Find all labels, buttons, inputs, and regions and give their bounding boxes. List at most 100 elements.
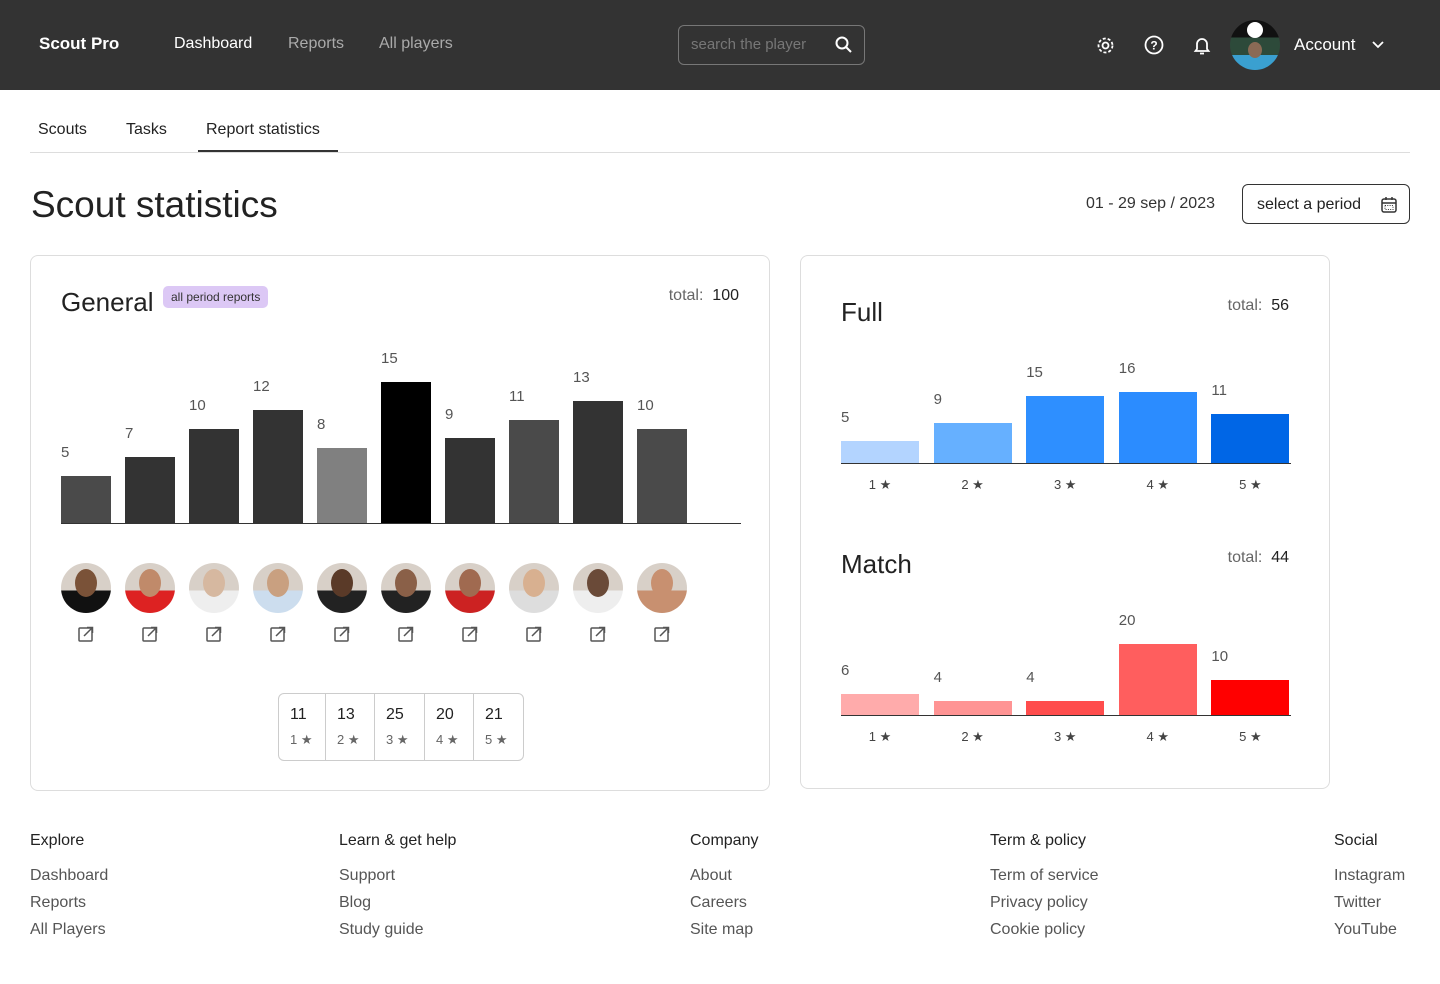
general-bar-label: 12 <box>253 378 270 396</box>
full-star-label: 1 ★ <box>868 477 892 492</box>
footer-link[interactable]: Reports <box>30 894 87 911</box>
footer-link[interactable]: All Players <box>30 921 106 938</box>
full-bar <box>933 422 1012 463</box>
general-bar-label: 15 <box>381 350 398 367</box>
tab-report-statistics[interactable]: Report statistics <box>206 121 320 138</box>
scout-avatar[interactable] <box>637 563 687 613</box>
footer-link[interactable]: YouTube <box>1334 921 1397 938</box>
gear-icon[interactable] <box>1096 36 1115 55</box>
summary-stars: 1 ★ <box>290 732 313 747</box>
select-period-label: select a period <box>1257 196 1362 213</box>
footer-link[interactable]: Site map <box>690 921 754 938</box>
general-bar <box>317 447 367 523</box>
external-link-icon[interactable] <box>526 626 542 642</box>
footer-link[interactable]: Cookie policy <box>990 921 1086 938</box>
search-icon[interactable] <box>835 36 853 54</box>
scout-avatar[interactable] <box>573 563 623 613</box>
summary-cell: 13 2 ★ <box>326 694 375 760</box>
footer-link[interactable]: Instagram <box>1334 867 1406 884</box>
top-bar: Scout Pro Dashboard Reports All players … <box>0 0 1440 90</box>
match-star-label: 2 ★ <box>961 729 984 744</box>
help-icon[interactable]: ? <box>1144 35 1164 55</box>
external-link-icon[interactable] <box>270 626 286 642</box>
avatar-face <box>331 569 353 597</box>
scout-avatar[interactable] <box>61 563 111 613</box>
general-bar <box>381 382 431 523</box>
scout-avatar[interactable] <box>445 563 495 613</box>
total-value: 100 <box>712 287 739 304</box>
bell-icon[interactable] <box>1193 35 1211 55</box>
external-link-icon[interactable] <box>590 626 606 642</box>
scout-avatar[interactable] <box>125 563 175 613</box>
summary-cell: 11 1 ★ <box>279 694 326 760</box>
page-title: Scout statistics <box>31 184 278 225</box>
account-avatar[interactable] <box>1230 20 1280 70</box>
footer-link[interactable]: Term of service <box>990 867 1099 884</box>
tab-scouts[interactable]: Scouts <box>38 121 87 138</box>
footer-column: Learn & get help Support Blog Study guide <box>339 832 456 948</box>
full-title: Full <box>841 297 883 327</box>
nav-reports[interactable]: Reports <box>288 35 345 52</box>
avatar-face <box>203 569 225 597</box>
scout-avatar[interactable] <box>509 563 559 613</box>
full-bar <box>841 440 919 463</box>
select-period-button[interactable]: select a period <box>1242 184 1410 224</box>
tab-tasks[interactable]: Tasks <box>126 121 167 138</box>
avatar-face <box>587 569 609 597</box>
calendar-icon <box>1381 197 1397 213</box>
general-bar <box>637 429 687 523</box>
general-bar-label: 8 <box>317 415 326 433</box>
external-link-icon[interactable] <box>334 626 350 642</box>
match-star-label: 5 ★ <box>1239 729 1262 744</box>
nav-all-players[interactable]: All players <box>379 35 453 52</box>
scout-avatar[interactable] <box>189 563 239 613</box>
summary-stars: 4 ★ <box>436 732 459 747</box>
general-total: total: 100 <box>669 287 739 305</box>
footer-column: Explore Dashboard Reports All Players <box>30 832 108 948</box>
footer-link[interactable]: Blog <box>339 894 372 911</box>
footer-heading: Term & policy <box>990 832 1087 849</box>
general-bar-label: 10 <box>189 397 206 414</box>
footer-link[interactable]: Privacy policy <box>990 894 1088 911</box>
all-period-badge: all period reports <box>163 286 269 308</box>
footer-link[interactable]: Study guide <box>339 921 424 938</box>
summary-count: 21 <box>485 706 503 723</box>
match-bar-label: 10 <box>1211 647 1229 665</box>
general-bar-label: 5 <box>61 444 70 461</box>
footer-link[interactable]: Support <box>339 867 396 884</box>
star-summary-table: 11 1 ★ 13 2 ★ 25 3 ★ 20 4 ★ 21 5 ★ <box>278 693 524 761</box>
logo[interactable]: Scout Pro <box>39 34 120 53</box>
external-link-icon[interactable] <box>398 626 414 642</box>
summary-cell: 25 3 ★ <box>375 694 425 760</box>
nav-dashboard[interactable]: Dashboard <box>174 35 253 52</box>
external-link-icon[interactable] <box>142 626 158 642</box>
external-link-icon[interactable] <box>654 626 670 642</box>
summary-stars: 3 ★ <box>386 732 409 747</box>
full-star-label: 3 ★ <box>1053 477 1077 492</box>
footer-link[interactable]: Twitter <box>1334 894 1382 911</box>
scout-avatar[interactable] <box>317 563 367 613</box>
date-range: 01 - 29 sep / 2023 <box>1086 195 1215 212</box>
general-card: General all period reports total: 100 11… <box>30 255 770 791</box>
general-bar <box>573 400 623 523</box>
summary-cell: 20 4 ★ <box>425 694 474 760</box>
footer-link[interactable]: About <box>690 867 732 884</box>
general-bar-label: 9 <box>445 406 454 424</box>
account-menu[interactable]: Account <box>1294 35 1356 54</box>
match-bar <box>1026 700 1105 715</box>
chevron-down-icon[interactable] <box>1372 40 1384 50</box>
external-link-icon[interactable] <box>206 626 222 642</box>
chart-baseline <box>61 523 741 524</box>
scout-avatar[interactable] <box>381 563 431 613</box>
scout-avatar[interactable] <box>253 563 303 613</box>
footer-link[interactable]: Dashboard <box>30 867 109 884</box>
match-baseline <box>841 715 1291 716</box>
match-bar-label: 20 <box>1118 612 1136 629</box>
external-link-icon[interactable] <box>462 626 478 642</box>
match-bar-label: 4 <box>1026 668 1035 686</box>
external-link-icon[interactable] <box>78 626 94 642</box>
footer-link[interactable]: Careers <box>690 894 747 911</box>
match-bar-label: 6 <box>841 661 850 679</box>
full-star-label: 4 ★ <box>1146 477 1170 492</box>
search-input[interactable] <box>691 36 831 53</box>
